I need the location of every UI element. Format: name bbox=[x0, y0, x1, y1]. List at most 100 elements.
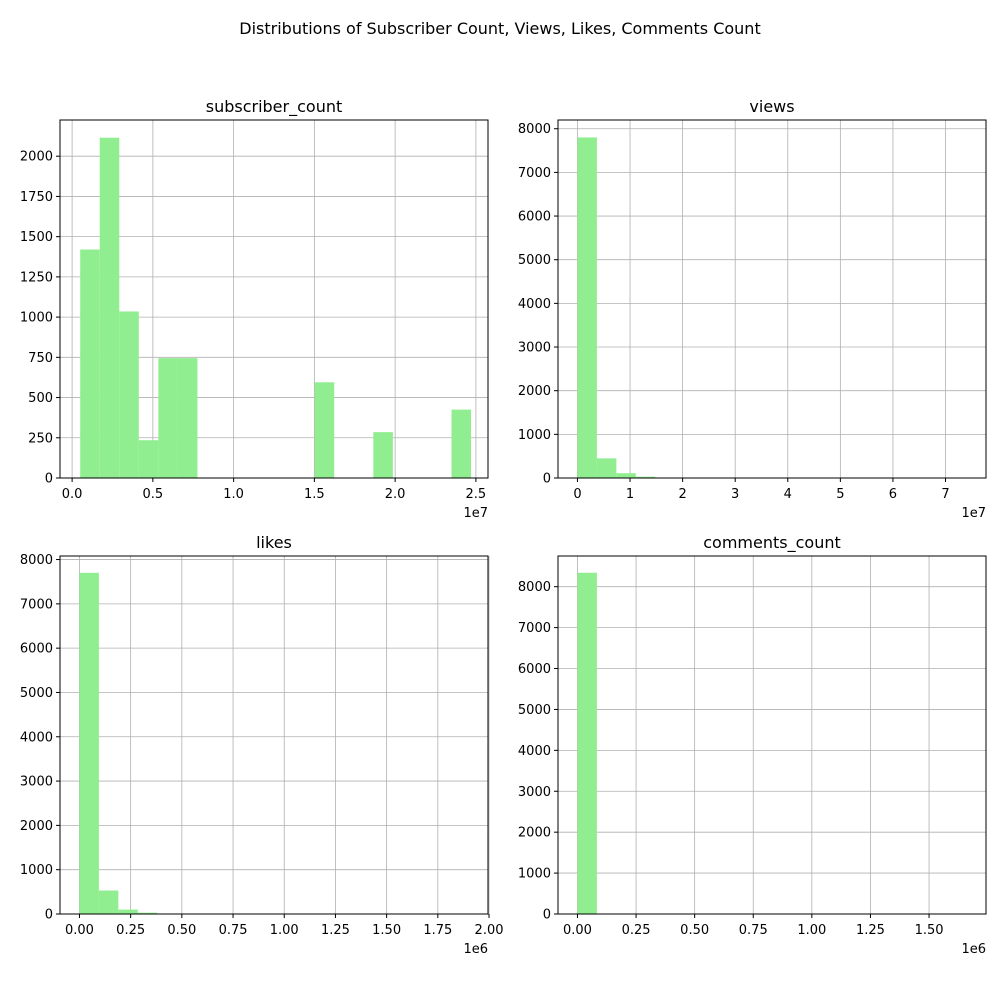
y-tick-label: 2000 bbox=[518, 384, 551, 399]
x-tick-label: 1.25 bbox=[321, 923, 350, 938]
y-tick-label: 0 bbox=[543, 472, 551, 487]
y-tick-label: 3000 bbox=[518, 785, 551, 800]
axes-frame bbox=[59, 119, 489, 479]
y-tick-label: 3000 bbox=[20, 775, 53, 790]
histogram-bar bbox=[577, 137, 597, 478]
grid-lines bbox=[60, 556, 490, 915]
y-tick-label: 750 bbox=[28, 351, 53, 366]
y-tick-label: 500 bbox=[28, 391, 53, 406]
subplot-views: 0 1 2 3 4 5 6 7 0 1000 2000 3000 4000 5000 6000 7000 800… bbox=[518, 97, 987, 521]
x-tick-label: 3 bbox=[731, 487, 739, 502]
y-tick-label: 3000 bbox=[518, 341, 551, 356]
figure-suptitle: Distributions of Subscriber Count, Views… bbox=[239, 19, 760, 38]
y-tick-label: 1000 bbox=[518, 428, 551, 443]
y-tick-label: 5000 bbox=[518, 703, 551, 718]
y-tick-label: 0 bbox=[543, 908, 551, 923]
y-tick-label: 1000 bbox=[20, 311, 53, 326]
y-tick-label: 6000 bbox=[518, 662, 551, 677]
plot-area bbox=[60, 556, 488, 914]
histogram-bars bbox=[79, 572, 469, 915]
x-offset-label: 1e7 bbox=[463, 506, 488, 521]
x-tick-label: 0.75 bbox=[739, 923, 768, 938]
x-tick-label: 0.00 bbox=[65, 923, 94, 938]
x-tick-label: 1.00 bbox=[270, 923, 299, 938]
subplot-title: views bbox=[749, 97, 794, 116]
plot-area bbox=[558, 556, 986, 914]
x-tick-label: 4 bbox=[784, 487, 792, 502]
y-tick-label: 8000 bbox=[20, 553, 53, 568]
subplot-likes: 0.00 0.25 0.50 0.75 1.00 1.25 1.50 1.75 2.00 0 100… bbox=[20, 533, 504, 957]
y-tick-label: 4000 bbox=[20, 730, 53, 745]
x-offset-label: 1e6 bbox=[463, 942, 488, 957]
subplot-title: subscriber_count bbox=[206, 97, 343, 117]
x-offset-label: 1e6 bbox=[961, 942, 986, 957]
histogram-bar bbox=[314, 382, 335, 478]
x-tick-label: 1.0 bbox=[223, 487, 244, 502]
x-tick-label: 2 bbox=[678, 487, 686, 502]
y-tick-label: 5000 bbox=[20, 686, 53, 701]
x-tick-label: 1.5 bbox=[304, 487, 325, 502]
subplot-title: likes bbox=[256, 533, 292, 552]
y-tick-label: 6000 bbox=[20, 642, 53, 657]
y-tick-label: 5000 bbox=[518, 253, 551, 268]
x-tick-label: 0.75 bbox=[219, 923, 248, 938]
subplot-comments_count: 0.00 0.25 0.50 0.75 1.00 1.25 1.50 0 1000 2000 300… bbox=[518, 533, 987, 957]
x-tick-label: 0.50 bbox=[680, 923, 709, 938]
y-tick-label: 2000 bbox=[518, 826, 551, 841]
y-tick-label: 2000 bbox=[20, 150, 53, 165]
histogram-bar bbox=[119, 311, 139, 478]
y-tick-label: 2000 bbox=[20, 819, 53, 834]
x-tick-label: 6 bbox=[889, 487, 897, 502]
x-tick-label: 2.0 bbox=[385, 487, 406, 502]
x-tick-label: 1.00 bbox=[797, 923, 826, 938]
y-tick-label: 0 bbox=[45, 472, 53, 487]
y-tick-label: 1000 bbox=[20, 863, 53, 878]
histogram-bar bbox=[373, 432, 393, 478]
y-tick-label: 250 bbox=[28, 431, 53, 446]
axes-frame bbox=[59, 555, 489, 915]
x-tick-label: 1.50 bbox=[915, 923, 944, 938]
x-tick-label: 0.50 bbox=[167, 923, 196, 938]
histogram-bar bbox=[158, 358, 178, 478]
x-tick-label: 5 bbox=[836, 487, 844, 502]
histogram-bar bbox=[616, 473, 636, 478]
subplot-title: comments_count bbox=[703, 533, 841, 553]
x-tick-label: 2.00 bbox=[475, 923, 504, 938]
histogram-bar bbox=[118, 909, 138, 914]
x-tick-label: 1.75 bbox=[423, 923, 452, 938]
y-tick-label: 1750 bbox=[20, 190, 53, 205]
x-tick-label: 0.5 bbox=[143, 487, 164, 502]
histogram-bar bbox=[451, 409, 472, 478]
histogram-bar bbox=[99, 137, 120, 478]
histogram-bars bbox=[80, 137, 472, 478]
histogram-bar bbox=[177, 358, 198, 478]
y-tick-label: 8000 bbox=[518, 580, 551, 595]
x-tick-label: 2.5 bbox=[466, 487, 487, 502]
y-tick-label: 1500 bbox=[20, 230, 53, 245]
x-tick-label: 0 bbox=[573, 487, 581, 502]
y-tick-label: 6000 bbox=[518, 210, 551, 225]
histogram-bar bbox=[80, 249, 100, 478]
histogram-bar bbox=[138, 440, 159, 478]
y-tick-label: 4000 bbox=[518, 297, 551, 312]
axes-frame bbox=[557, 119, 987, 479]
x-tick-label: 1 bbox=[626, 487, 634, 502]
x-tick-label: 0.00 bbox=[563, 923, 592, 938]
x-tick-label: 7 bbox=[941, 487, 949, 502]
grid-lines bbox=[558, 556, 986, 915]
y-tick-label: 1000 bbox=[518, 867, 551, 882]
x-tick-label: 1.25 bbox=[856, 923, 885, 938]
y-tick-label: 7000 bbox=[518, 166, 551, 181]
x-tick-label: 0.25 bbox=[116, 923, 145, 938]
y-tick-label: 7000 bbox=[20, 597, 53, 612]
y-tick-label: 4000 bbox=[518, 744, 551, 759]
histogram-bar bbox=[577, 572, 597, 914]
axes-frame bbox=[557, 555, 987, 915]
histogram-bar bbox=[635, 476, 656, 478]
histogram-bar bbox=[596, 458, 617, 478]
y-tick-label: 8000 bbox=[518, 122, 551, 137]
x-tick-label: 1.50 bbox=[372, 923, 401, 938]
subplot-subscriber_count: 0.0 0.5 1.0 1.5 2.0 2.5 0 250 500 750 1000 1250 1500… bbox=[20, 97, 489, 521]
